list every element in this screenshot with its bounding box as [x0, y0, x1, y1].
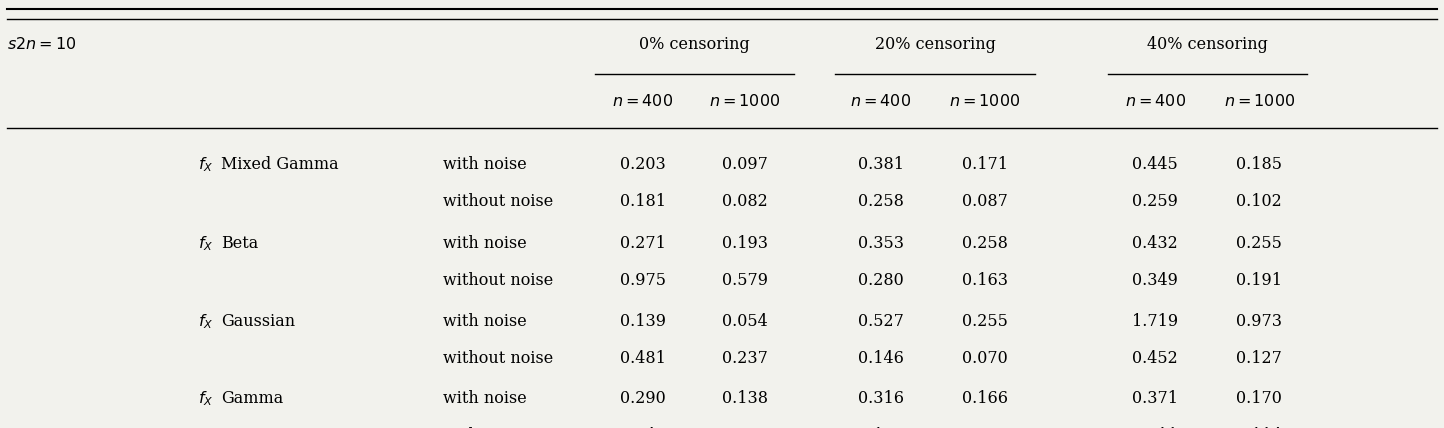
Text: Gamma: Gamma — [221, 390, 283, 407]
Text: 0.196: 0.196 — [858, 427, 904, 428]
Text: 0.280: 0.280 — [858, 272, 904, 289]
Text: 0.549: 0.549 — [619, 427, 666, 428]
Text: with noise: with noise — [443, 235, 527, 253]
Text: $n = 1000$: $n = 1000$ — [949, 93, 1021, 110]
Text: 0.054: 0.054 — [722, 313, 768, 330]
Text: 0.349: 0.349 — [1132, 272, 1178, 289]
Text: 40% censoring: 40% censoring — [1147, 36, 1268, 54]
Text: without noise: without noise — [443, 193, 553, 210]
Text: Gaussian: Gaussian — [221, 313, 295, 330]
Text: 0.083: 0.083 — [962, 427, 1008, 428]
Text: with noise: with noise — [443, 390, 527, 407]
Text: 0.527: 0.527 — [858, 313, 904, 330]
Text: $n = 1000$: $n = 1000$ — [1223, 93, 1295, 110]
Text: $f_X$: $f_X$ — [198, 235, 214, 253]
Text: 0.579: 0.579 — [722, 272, 768, 289]
Text: 0.139: 0.139 — [619, 313, 666, 330]
Text: 0.255: 0.255 — [1236, 235, 1282, 253]
Text: 0.271: 0.271 — [619, 235, 666, 253]
Text: 0.452: 0.452 — [1132, 350, 1178, 367]
Text: 0.258: 0.258 — [858, 193, 904, 210]
Text: 0.166: 0.166 — [962, 390, 1008, 407]
Text: 0.070: 0.070 — [962, 350, 1008, 367]
Text: 0.193: 0.193 — [722, 235, 768, 253]
Text: 0.181: 0.181 — [619, 193, 666, 210]
Text: 0.258: 0.258 — [962, 235, 1008, 253]
Text: with noise: with noise — [443, 313, 527, 330]
Text: 0.163: 0.163 — [962, 272, 1008, 289]
Text: 0.481: 0.481 — [619, 350, 666, 367]
Text: 0.114: 0.114 — [1236, 427, 1282, 428]
Text: with noise: with noise — [443, 156, 527, 173]
Text: Mixed Gamma: Mixed Gamma — [221, 156, 338, 173]
Text: 0.203: 0.203 — [619, 156, 666, 173]
Text: 0.237: 0.237 — [722, 350, 768, 367]
Text: 0.353: 0.353 — [858, 235, 904, 253]
Text: 0.432: 0.432 — [1132, 235, 1178, 253]
Text: $n = 400$: $n = 400$ — [612, 93, 673, 110]
Text: 0.146: 0.146 — [858, 350, 904, 367]
Text: 0.259: 0.259 — [1132, 193, 1178, 210]
Text: 0.171: 0.171 — [962, 156, 1008, 173]
Text: 0.191: 0.191 — [1236, 272, 1282, 289]
Text: 0.316: 0.316 — [858, 390, 904, 407]
Text: $n = 400$: $n = 400$ — [1125, 93, 1186, 110]
Text: 0.973: 0.973 — [1236, 313, 1282, 330]
Text: 0.211: 0.211 — [1132, 427, 1178, 428]
Text: without noise: without noise — [443, 350, 553, 367]
Text: 0.445: 0.445 — [1132, 156, 1178, 173]
Text: 0.097: 0.097 — [722, 156, 768, 173]
Text: 0.170: 0.170 — [1236, 390, 1282, 407]
Text: $s2n = 10$: $s2n = 10$ — [7, 36, 77, 54]
Text: $n = 1000$: $n = 1000$ — [709, 93, 781, 110]
Text: without noise: without noise — [443, 427, 553, 428]
Text: 0% censoring: 0% censoring — [640, 36, 749, 54]
Text: 0.087: 0.087 — [962, 193, 1008, 210]
Text: $f_X$: $f_X$ — [198, 312, 214, 331]
Text: $n = 400$: $n = 400$ — [851, 93, 911, 110]
Text: 0.235: 0.235 — [722, 427, 768, 428]
Text: $f_X$: $f_X$ — [198, 389, 214, 408]
Text: Beta: Beta — [221, 235, 258, 253]
Text: without noise: without noise — [443, 272, 553, 289]
Text: 0.102: 0.102 — [1236, 193, 1282, 210]
Text: 0.127: 0.127 — [1236, 350, 1282, 367]
Text: 0.185: 0.185 — [1236, 156, 1282, 173]
Text: 1.719: 1.719 — [1132, 313, 1178, 330]
Text: 0.371: 0.371 — [1132, 390, 1178, 407]
Text: 20% censoring: 20% censoring — [875, 36, 995, 54]
Text: 0.255: 0.255 — [962, 313, 1008, 330]
Text: 0.082: 0.082 — [722, 193, 768, 210]
Text: 0.381: 0.381 — [858, 156, 904, 173]
Text: 0.138: 0.138 — [722, 390, 768, 407]
Text: $f_X$: $f_X$ — [198, 155, 214, 174]
Text: 0.290: 0.290 — [619, 390, 666, 407]
Text: 0.975: 0.975 — [619, 272, 666, 289]
